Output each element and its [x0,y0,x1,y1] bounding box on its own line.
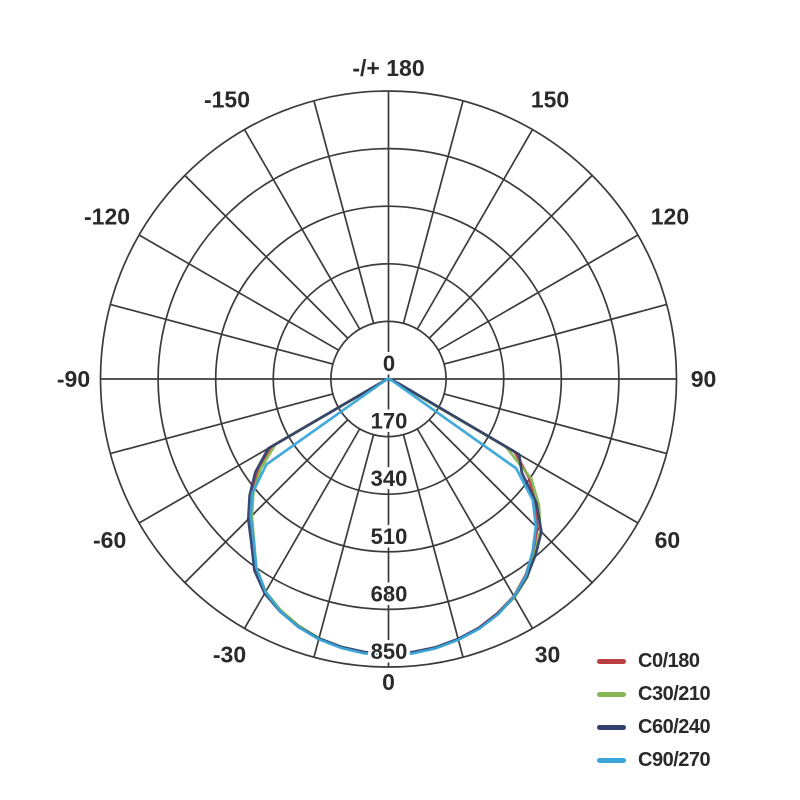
legend-swatch-c60-240-icon [597,725,626,730]
legend-label-c60-240: C60/240 [638,716,711,738]
grid-spoke [443,393,667,455]
angle-tick-label: 30 [535,641,561,667]
legend-swatch-c0-180-icon [597,659,626,664]
radial-tick-label: 0 [383,351,395,376]
angle-tick-label: -30 [213,641,246,667]
angle-tick-label: -150 [204,86,250,112]
radial-tick-label: 850 [371,639,408,664]
legend: C0/180 C30/210 C60/240 C90/270 [597,645,711,777]
legend-swatch-c90-270-icon [597,758,626,763]
angle-tick-label: 90 [691,366,717,392]
legend-label-c90-270: C90/270 [638,749,711,771]
radial-tick-label: 340 [371,466,408,491]
grid-spoke [243,129,361,330]
intensity-curves [246,377,543,657]
grid-spoke [313,434,375,658]
legend-item-c0-180: C0/180 [597,645,710,678]
grid-spoke [313,100,375,324]
grid-spoke [110,393,334,455]
grid-spoke [110,303,334,365]
angle-tick-label: -/+ 180 [352,55,424,81]
polar-grid [99,90,678,668]
grid-spoke [428,174,593,339]
curve-c90-270 [249,377,538,657]
radial-tick-label: 170 [371,409,408,434]
angle-tick-label: 60 [655,527,681,553]
angle-tick-label: -60 [93,527,126,553]
angle-axis-labels: -/+ 180 -150 150 -120 120 -90 90 -60 60 -30 30 0 [57,55,716,695]
angle-tick-label: 120 [651,204,689,230]
angle-tick-label: 150 [531,86,569,112]
curve-c60-240 [246,377,543,656]
grid-spoke [184,419,349,584]
grid-spoke [402,434,464,658]
radial-axis-labels: 0 170 340 510 680 850 [367,348,411,668]
legend-label-c0-180: C0/180 [638,650,700,672]
legend-label-c30-210: C30/210 [638,683,711,705]
grid-spoke [184,174,349,339]
grid-spoke [437,234,639,351]
grid-spoke [138,234,340,351]
legend-item-c90-270: C90/270 [597,744,711,777]
angle-tick-label: -120 [84,204,130,230]
angle-tick-label: -90 [57,366,90,392]
angle-tick-label: 0 [382,669,395,695]
grid-spoke [243,428,361,629]
radial-tick-label: 510 [371,524,408,549]
grid-spoke [428,419,593,584]
legend-item-c30-210: C30/210 [597,678,711,711]
grid-spoke [416,129,534,330]
grid-spoke [402,100,464,324]
legend-swatch-c30-210-icon [597,692,626,697]
legend-item-c60-240: C60/240 [597,711,711,744]
grid-spoke [443,303,667,365]
radial-tick-label: 680 [371,581,408,606]
